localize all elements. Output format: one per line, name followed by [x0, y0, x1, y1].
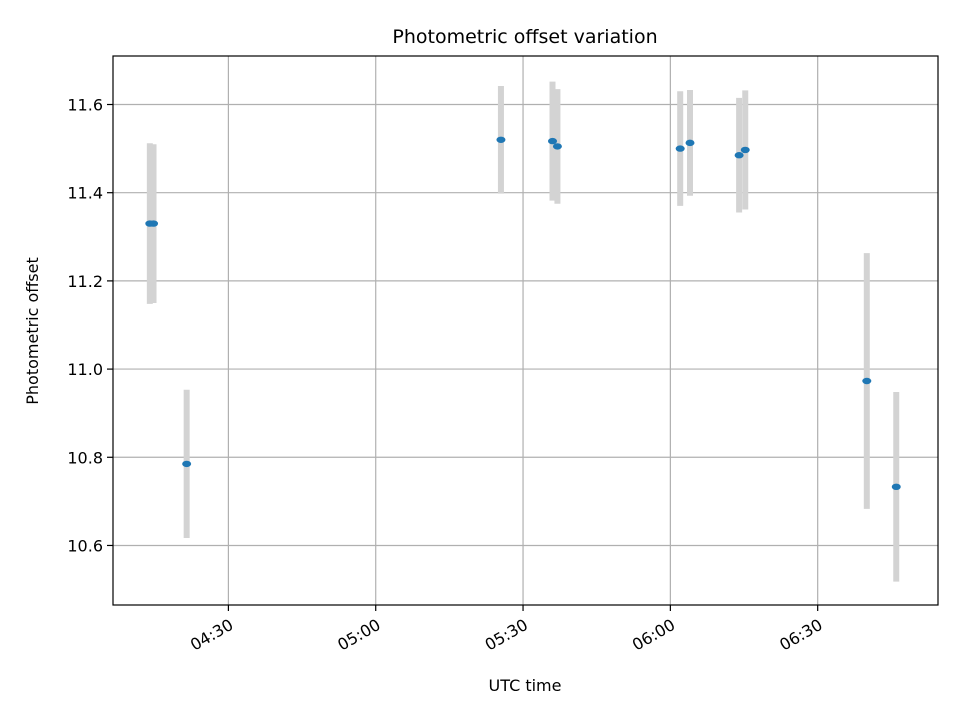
data-point [862, 377, 872, 385]
y-tick-label: 10.8 [67, 448, 103, 467]
grid-lines [113, 56, 938, 605]
data-point [496, 136, 506, 143]
data-point [685, 139, 695, 147]
chart-title: Photometric offset variation [392, 26, 657, 48]
data-point [182, 460, 192, 468]
data-point [548, 137, 558, 145]
plot-frame [112, 55, 939, 606]
data-point [675, 145, 685, 152]
y-tick-label: 11.4 [67, 184, 103, 203]
x-axis-label: UTC time [489, 676, 562, 695]
data-point [740, 146, 750, 154]
y-tick-label: 11.2 [67, 272, 103, 291]
y-tick-label: 10.6 [67, 536, 103, 555]
data-point [734, 152, 744, 159]
y-tick-label: 11.6 [67, 96, 103, 115]
y-axis-label: Photometric offset [23, 257, 42, 405]
data-point [891, 483, 901, 491]
data-point [552, 143, 562, 150]
data-point [149, 220, 159, 227]
y-axis-ticks: 10.6 10.8 11.0 11.2 11.4 11.6 [67, 96, 113, 555]
y-tick-label: 11.0 [67, 360, 103, 379]
data-points [145, 136, 901, 491]
